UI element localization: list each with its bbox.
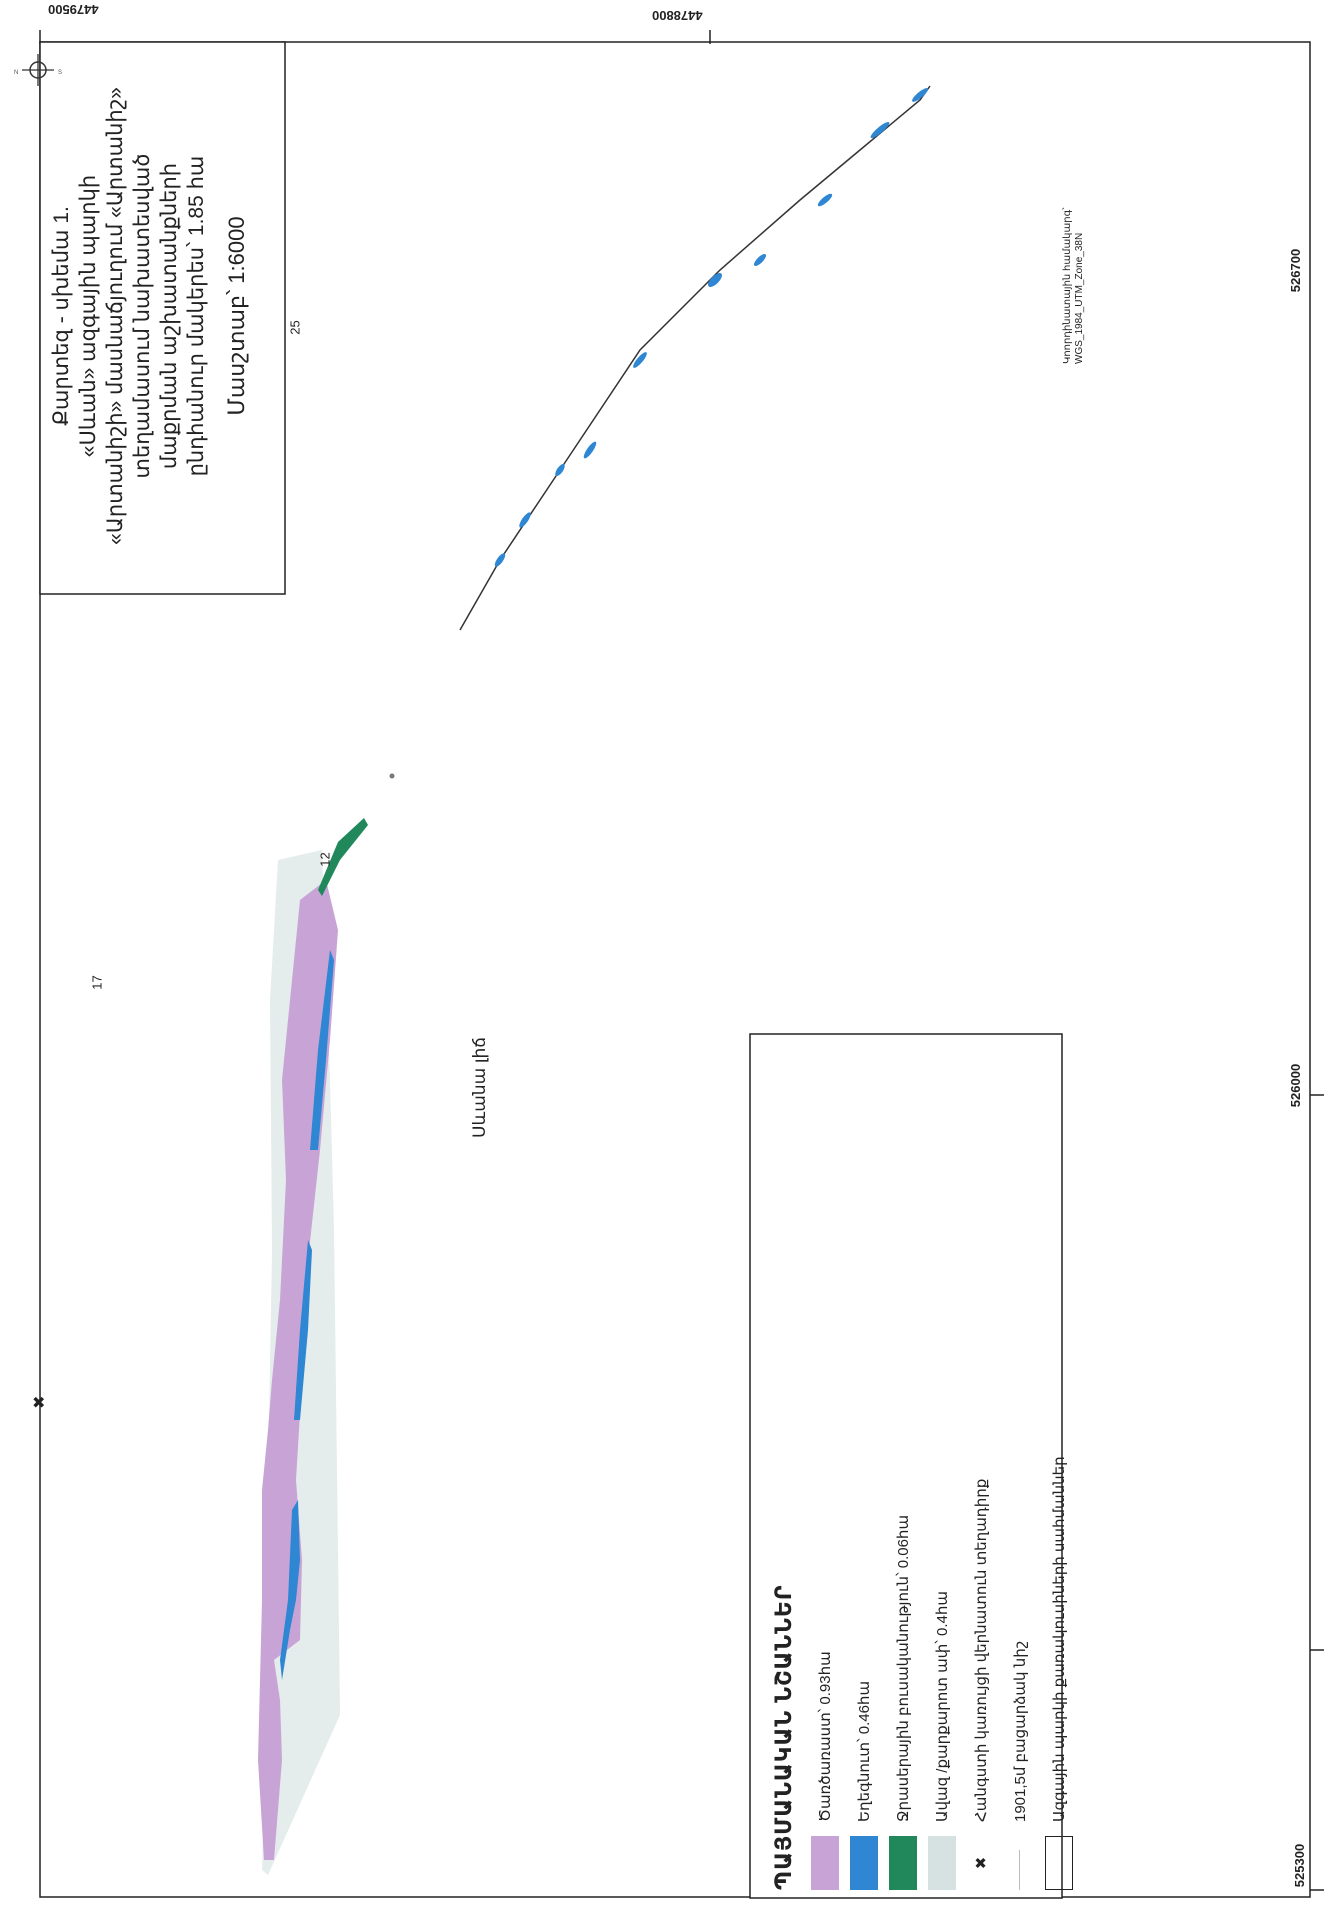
- contour-line-icon: [1019, 1850, 1020, 1890]
- legend-item-label: 1901,5մ բացարձակ նիշ: [1011, 1640, 1029, 1822]
- legend-item: 1901,5մ բացարձակ նիշ: [1001, 1040, 1038, 1890]
- legend-box: [749, 1033, 1063, 1899]
- legend-item: Եղեգնուտ՝ 0.46հա: [845, 1040, 882, 1890]
- legend-item-label: Ջրասերային բուսականություն՝ 0.06հա: [894, 1514, 912, 1822]
- coord-top-right: 4478800: [652, 8, 703, 23]
- svg-text:N: N: [14, 70, 18, 76]
- plot-label-25: 25: [287, 320, 303, 335]
- legend-item: Ազգային պարկի քառակուսիների սահմաններ: [1040, 1040, 1077, 1890]
- cross-icon: ✖: [972, 1856, 990, 1870]
- legend-item-label: Եղեգնուտ՝ 0.46հա: [855, 1680, 873, 1822]
- lake-label: Սևանա լիճ: [470, 1037, 489, 1138]
- coord-bottom-right: 526700: [1288, 248, 1304, 293]
- legend-item: Ծառծառաստ՝ 0.93հա: [806, 1040, 843, 1890]
- title-box: [39, 41, 286, 595]
- plot-label-12: 12: [317, 852, 333, 867]
- legend-item-label: Հանգստի կառույցի վերնատուն տեղադիրք: [972, 1478, 990, 1822]
- reed-area: [294, 1240, 312, 1420]
- projection-line-2: WGS_1984_UTM_Zone_38N: [1074, 232, 1085, 364]
- svg-text:S: S: [58, 70, 62, 76]
- scale-label: Մասշտաբ՝ 1:6000: [224, 216, 249, 416]
- title-text: Քարտեզ - սխեմա 1. «Սևան» ազգային պարկի «…: [48, 46, 252, 586]
- legend-item-label: Ծառծառաստ՝ 0.93հա: [816, 1651, 834, 1822]
- plot-label-17: 17: [89, 975, 105, 990]
- legend-item-label: Ազգային պարկի քառակուսիների սահմաններ: [1050, 1456, 1068, 1822]
- title-line-4: տեղամասում նախատեսված: [131, 153, 154, 479]
- map-frame: [39, 41, 1311, 1898]
- projection-info: Կոորդինատային համակարգ՝ WGS_1984_UTM_Zon…: [1062, 207, 1086, 364]
- survey-dot: [389, 773, 395, 779]
- legend-swatch: [927, 1836, 956, 1890]
- reed-fragments: [494, 88, 928, 567]
- legend-content: ՊԱՅՄԱՆԱԿԱՆ ՆՇԱՆՆԵՐ Ծառծառաստ՝ 0.93հա Եղեգ…: [764, 1040, 1077, 1890]
- aquatic-area: [318, 818, 368, 896]
- projection-line-1: Կոորդինատային համակարգ՝: [1062, 207, 1073, 364]
- legend-item: Ավազ /քարքարոտ ափ՝ 0.4հա: [923, 1040, 960, 1890]
- shore-line: [459, 85, 931, 631]
- coord-top-left: 4479500: [48, 2, 99, 17]
- north-arrow-icon: N S: [14, 54, 62, 86]
- legend-items: Ծառծառաստ՝ 0.93հա Եղեգնուտ՝ 0.46հա Ջրասերա…: [806, 1040, 1077, 1890]
- legend-swatch: [849, 1836, 878, 1890]
- legend-swatch: [810, 1836, 839, 1890]
- legend-item-label: Ավազ /քարքարոտ ափ՝ 0.4հա: [933, 1591, 951, 1822]
- title-line-1: Քարտեզ - սխեմա 1.: [50, 206, 73, 426]
- structure-marker: ✖: [32, 1395, 45, 1412]
- title-line-6: ընդհանուր մակերես՝ 1.85 հա: [185, 155, 208, 477]
- reed-area: [280, 1500, 300, 1680]
- legend-item: ✖ Հանգստի կառույցի վերնատուն տեղադիրք: [962, 1040, 999, 1890]
- legend-swatch: [888, 1836, 917, 1890]
- reed-area: [310, 950, 334, 1150]
- coord-bottom-left: 525300: [1292, 1843, 1308, 1888]
- coord-bottom-mid: 526000: [1288, 1063, 1304, 1108]
- boundary-box-icon: [1044, 1836, 1073, 1890]
- title-line-5: մաքրման աշխատանքների: [158, 162, 181, 470]
- legend-item: Ջրասերային բուսականություն՝ 0.06հա: [884, 1040, 921, 1890]
- legend-title: ՊԱՅՄԱՆԱԿԱՆ ՆՇԱՆՆԵՐ: [771, 1584, 796, 1890]
- title-line-3: «Արտանիշի» մասնաճյուղում «Արտանիշ»: [104, 87, 127, 545]
- title-line-2: «Սևան» ազգային պարկի: [77, 174, 100, 458]
